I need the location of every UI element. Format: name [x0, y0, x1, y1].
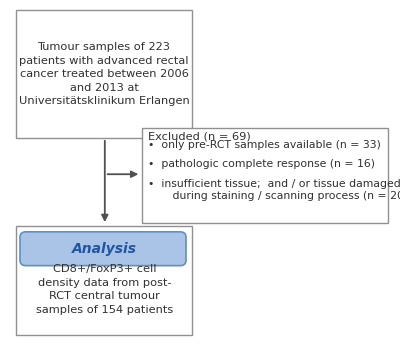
Text: CD8+/FoxP3+ cell
density data from post-
RCT central tumour
samples of 154 patie: CD8+/FoxP3+ cell density data from post-…	[36, 264, 174, 315]
Text: Excluded (n = 69): Excluded (n = 69)	[148, 132, 251, 142]
Text: •  pathologic complete response (n = 16): • pathologic complete response (n = 16)	[148, 159, 375, 169]
Text: •  insufficient tissue;  and / or tissue damaged
       during staining / scanni: • insufficient tissue; and / or tissue d…	[148, 179, 400, 201]
Text: Analysis: Analysis	[72, 242, 137, 256]
FancyBboxPatch shape	[16, 10, 192, 138]
Text: •  only pre-RCT samples available (n = 33): • only pre-RCT samples available (n = 33…	[148, 140, 381, 150]
Text: Tumour samples of 223
patients with advanced rectal
cancer treated between 2006
: Tumour samples of 223 patients with adva…	[19, 42, 189, 106]
FancyBboxPatch shape	[20, 232, 186, 266]
FancyBboxPatch shape	[16, 226, 192, 335]
FancyBboxPatch shape	[142, 128, 388, 223]
